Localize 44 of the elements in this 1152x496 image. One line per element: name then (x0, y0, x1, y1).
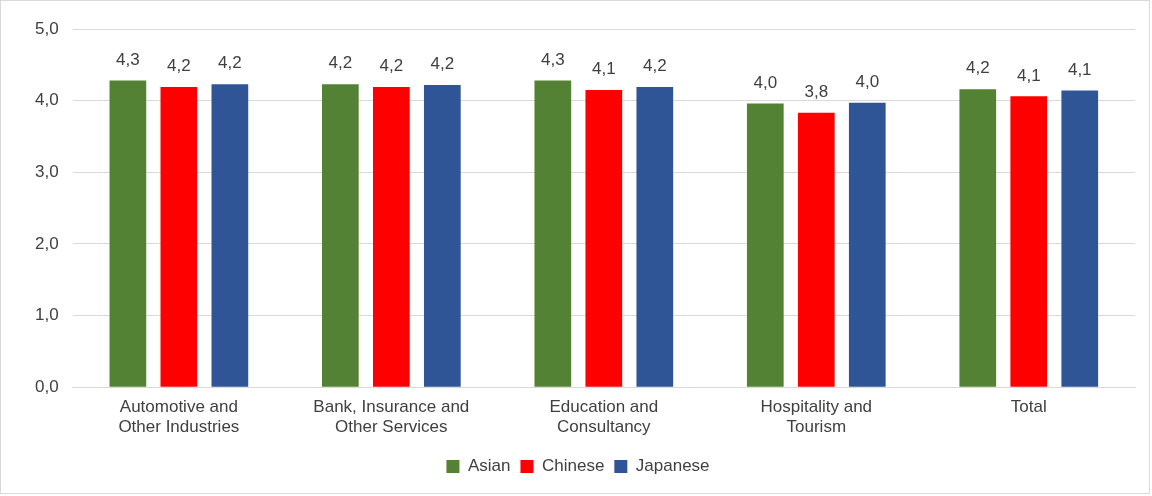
x-tick-label: Education and Consultancy (549, 397, 659, 437)
x-tick-label: Hospitality and Tourism (760, 397, 873, 437)
bar (534, 80, 572, 387)
x-tick-label: Automotive and Other Industries (118, 397, 240, 437)
bar (423, 84, 461, 387)
data-label: 3,8 (804, 82, 829, 102)
data-label: 4,2 (218, 53, 242, 73)
data-label: 4,2 (430, 54, 455, 74)
x-tick-label: Bank, Insurance and Other Services (313, 397, 470, 437)
y-tick-label: 5,0 (34, 18, 59, 38)
bar (848, 102, 886, 387)
data-label: 4,3 (541, 49, 565, 69)
data-label: 4,2 (167, 56, 191, 76)
data-label: 4,0 (753, 72, 778, 92)
legend-label: Japanese (635, 456, 710, 476)
data-label: 4,2 (965, 58, 990, 78)
data-label: 4,2 (328, 53, 353, 73)
legend-label: Asian (467, 456, 511, 476)
data-label: 4,2 (379, 56, 404, 76)
bar (211, 84, 249, 387)
y-tick-label: 3,0 (34, 161, 59, 181)
y-tick-label: 1,0 (34, 305, 59, 325)
bar (746, 103, 784, 387)
bar (797, 112, 835, 387)
data-label: 4,0 (855, 71, 880, 91)
bar (321, 84, 359, 387)
y-tick-label: 0,0 (34, 376, 59, 396)
bar (109, 80, 147, 387)
bar (1010, 96, 1048, 387)
data-label: 4,3 (116, 49, 140, 69)
bar (959, 89, 997, 387)
bar (160, 87, 198, 387)
y-tick-label: 4,0 (34, 90, 59, 110)
bar (636, 87, 674, 387)
y-tick-label: 2,0 (34, 233, 59, 253)
bar (1061, 90, 1099, 387)
x-tick-label: Total (1010, 397, 1047, 417)
bar (585, 89, 623, 387)
data-label: 4,1 (1016, 65, 1041, 85)
legend-label: Chinese (541, 456, 605, 476)
data-label: 4,2 (642, 56, 667, 76)
bar (372, 87, 410, 387)
data-label: 4,1 (592, 59, 616, 79)
data-label: 4,1 (1067, 59, 1092, 79)
